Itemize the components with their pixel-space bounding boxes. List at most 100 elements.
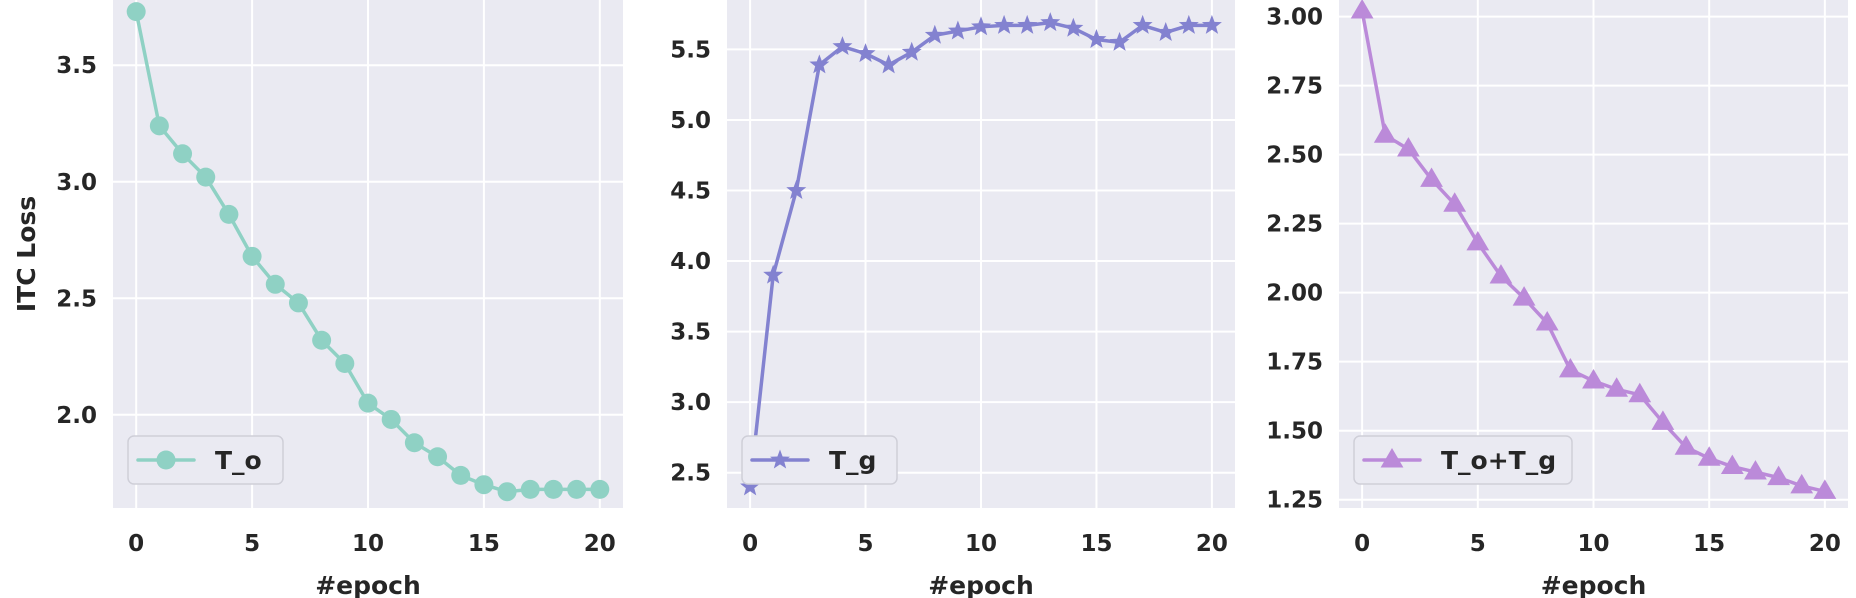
legend-label: T_o+T_g bbox=[1441, 446, 1556, 475]
x-tick-label: 5 bbox=[244, 531, 260, 557]
y-tick-label: 1.75 bbox=[1266, 350, 1323, 376]
y-tick-label: 1.25 bbox=[1266, 488, 1323, 514]
data-point-t-o-t-g bbox=[1420, 167, 1443, 187]
x-tick-label: 5 bbox=[1470, 531, 1486, 557]
chart-panel-itc-loss-t-o: 0 5 10 15 20 2.0 2.5 3.0 3.5 #epoch ITC Loss T_o bbox=[12, 0, 623, 598]
data-point-t-o-t-g bbox=[1744, 460, 1767, 480]
data-point-t-g bbox=[1201, 14, 1222, 34]
x-tick-label: 0 bbox=[1354, 531, 1370, 557]
data-point-t-g bbox=[1109, 31, 1130, 51]
data-point-t-o bbox=[312, 330, 332, 350]
y-tick-label: 3.0 bbox=[670, 390, 711, 416]
y-tick-label: 4.0 bbox=[670, 249, 711, 275]
data-point-t-o-t-g bbox=[1535, 311, 1559, 331]
data-point-t-o bbox=[242, 246, 262, 266]
y-tick-label: 2.25 bbox=[1266, 212, 1323, 238]
data-point-t-o-t-g bbox=[1628, 382, 1652, 403]
data-point-t-g bbox=[832, 36, 853, 56]
data-point-t-g bbox=[1178, 14, 1199, 34]
x-axis-label: #epoch bbox=[928, 571, 1034, 598]
data-point-t-g bbox=[1132, 14, 1153, 34]
data-point-t-o bbox=[520, 479, 540, 499]
data-point-t-g bbox=[809, 54, 830, 74]
data-point-t-o-t-g bbox=[1720, 454, 1744, 475]
legend-box bbox=[127, 435, 284, 485]
data-point-t-g bbox=[855, 43, 876, 63]
x-tick-label: 10 bbox=[352, 531, 384, 557]
data-point-t-o-t-g bbox=[1651, 410, 1675, 430]
data-point-t-o bbox=[196, 167, 216, 187]
data-point-t-o-t-g bbox=[1373, 123, 1397, 143]
data-point-t-o-t-g bbox=[1397, 137, 1420, 157]
data-point-t-o bbox=[288, 293, 308, 313]
x-tick-label: 0 bbox=[128, 531, 144, 557]
data-point-t-g bbox=[994, 14, 1015, 34]
x-tick-label: 10 bbox=[965, 531, 997, 557]
y-tick-label: 2.50 bbox=[1266, 143, 1323, 169]
legend-label: T_o bbox=[215, 446, 262, 475]
data-point-t-o bbox=[451, 465, 471, 485]
data-point-t-o-t-g bbox=[1443, 192, 1467, 212]
data-point-t-o-t-g bbox=[1605, 377, 1629, 397]
y-tick-label: 5.0 bbox=[670, 108, 711, 134]
data-point-t-o bbox=[126, 2, 146, 22]
data-point-t-o-t-g bbox=[1697, 446, 1721, 466]
x-tick-label: 15 bbox=[468, 531, 500, 557]
legend-label: T_g bbox=[829, 446, 876, 475]
data-point-t-o-t-g bbox=[1489, 264, 1513, 284]
data-point-t-o bbox=[474, 475, 494, 495]
data-point-t-g bbox=[1086, 29, 1107, 49]
chart-panel-t-g: 0 5 10 15 20 2.5 3.0 3.5 4.0 4.5 5.0 5.5 #epoch T_g bbox=[670, 0, 1235, 598]
data-point-t-o-t-g bbox=[1582, 369, 1605, 389]
data-point-t-g bbox=[786, 180, 807, 199]
y-tick-label: 4.5 bbox=[670, 179, 711, 205]
y-tick-label: 3.5 bbox=[56, 53, 97, 79]
y-tick-label: 5.5 bbox=[670, 37, 711, 63]
data-point-t-o bbox=[173, 144, 193, 164]
data-point-t-g bbox=[1017, 14, 1038, 34]
data-point-t-o bbox=[219, 204, 239, 224]
data-point-t-g bbox=[901, 41, 922, 61]
data-point-t-g bbox=[740, 476, 761, 496]
data-point-t-g bbox=[971, 16, 991, 36]
data-point-t-g bbox=[878, 54, 899, 74]
y-tick-label: 2.0 bbox=[56, 403, 97, 429]
x-axis-label: #epoch bbox=[1541, 571, 1647, 598]
y-tick-label: 2.00 bbox=[1266, 281, 1323, 307]
y-tick-label: 3.00 bbox=[1266, 5, 1323, 31]
x-tick-label: 15 bbox=[1693, 531, 1725, 557]
y-tick-label: 3.5 bbox=[670, 320, 711, 346]
data-point-t-o-t-g bbox=[1767, 465, 1790, 486]
data-point-t-o bbox=[358, 393, 378, 413]
x-axis-label: #epoch bbox=[315, 571, 421, 598]
y-tick-label: 2.5 bbox=[56, 286, 97, 312]
x-tick-label: 20 bbox=[1809, 531, 1841, 557]
data-point-t-o bbox=[428, 447, 448, 467]
data-point-t-g bbox=[763, 264, 784, 284]
x-tick-label: 20 bbox=[584, 531, 616, 557]
x-tick-label: 10 bbox=[1577, 531, 1609, 557]
y-tick-label: 2.5 bbox=[670, 461, 711, 487]
data-point-t-o-t-g bbox=[1350, 0, 1374, 19]
data-point-t-o bbox=[335, 354, 355, 374]
data-point-t-o bbox=[543, 479, 563, 499]
data-point-t-o-t-g bbox=[1558, 357, 1582, 378]
x-tick-label: 0 bbox=[742, 531, 758, 557]
data-point-t-g bbox=[947, 20, 968, 40]
data-point-t-o bbox=[497, 482, 517, 502]
data-point-t-o bbox=[381, 409, 401, 429]
y-tick-label: 1.50 bbox=[1266, 419, 1323, 445]
data-point-t-o bbox=[149, 116, 169, 136]
data-point-t-o-t-g bbox=[1466, 230, 1490, 251]
x-tick-label: 5 bbox=[858, 531, 874, 557]
data-point-t-o bbox=[404, 433, 424, 453]
y-tick-label: 3.0 bbox=[56, 170, 97, 196]
x-tick-label: 20 bbox=[1196, 531, 1228, 557]
data-point-t-o-t-g bbox=[1790, 473, 1814, 494]
data-point-t-g bbox=[1063, 17, 1084, 37]
legend-marker bbox=[770, 449, 790, 469]
data-point-t-g bbox=[924, 24, 945, 44]
y-tick-label: 2.75 bbox=[1266, 74, 1323, 100]
data-point-t-o bbox=[590, 479, 610, 499]
